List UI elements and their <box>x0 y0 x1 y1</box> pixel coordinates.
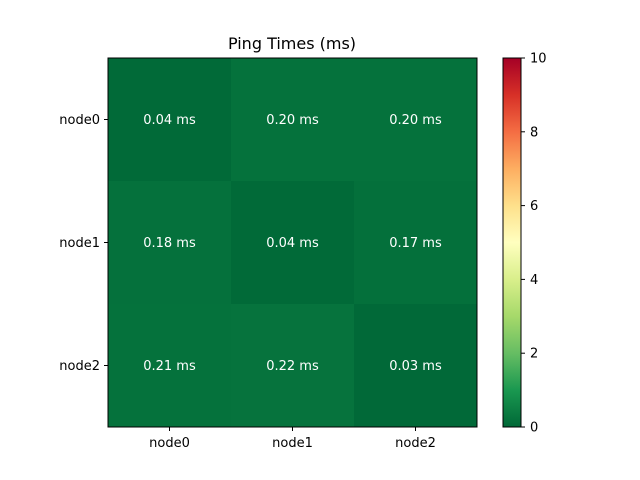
colorbar-tick-label: 10 <box>530 52 547 67</box>
x-tick-label: node1 <box>272 436 313 451</box>
colorbar-tick-label: 6 <box>530 199 538 214</box>
y-tick-label: node0 <box>59 113 100 128</box>
colorbar-tick-label: 8 <box>530 125 538 140</box>
cell-value-label: 0.20 ms <box>389 113 442 128</box>
colorbar-axis: 0 2 4 6 8 10 <box>521 52 547 436</box>
heatmap-cell <box>354 304 478 428</box>
cell-value-label: 0.03 ms <box>389 359 442 374</box>
cell-value-label: 0.04 ms <box>143 113 196 128</box>
heatmap-cell <box>231 58 355 182</box>
cell-value-label: 0.17 ms <box>389 236 442 251</box>
cell-value-label: 0.04 ms <box>266 236 319 251</box>
heatmap-cell <box>231 181 355 305</box>
heatmap-cell <box>231 304 355 428</box>
y-tick-label: node2 <box>59 359 100 374</box>
y-tick-label: node1 <box>59 236 100 251</box>
heatmap-cell <box>108 58 232 182</box>
chart-title: Ping Times (ms) <box>228 34 356 53</box>
cell-value-label: 0.20 ms <box>266 113 319 128</box>
x-axis: node0 node1 node2 <box>149 427 436 451</box>
x-tick-label: node2 <box>395 436 436 451</box>
cell-value-label: 0.18 ms <box>143 236 196 251</box>
colorbar-tick-label: 4 <box>530 273 538 288</box>
x-tick-label: node0 <box>149 436 190 451</box>
heatmap-cells: 0.04 ms 0.20 ms 0.20 ms 0.18 ms 0.04 ms 0.17 … <box>108 58 478 428</box>
heatmap-cell <box>108 181 232 305</box>
colorbar-tick-label: 0 <box>530 421 538 436</box>
cell-value-label: 0.21 ms <box>143 359 196 374</box>
cell-value-label: 0.22 ms <box>266 359 319 374</box>
y-axis: node0 node1 node2 <box>59 113 108 374</box>
colorbar-tick-label: 2 <box>530 347 538 362</box>
heatmap-cell <box>108 304 232 428</box>
heatmap-cell <box>354 181 478 305</box>
heatmap-cell <box>354 58 478 182</box>
colorbar <box>502 57 522 428</box>
